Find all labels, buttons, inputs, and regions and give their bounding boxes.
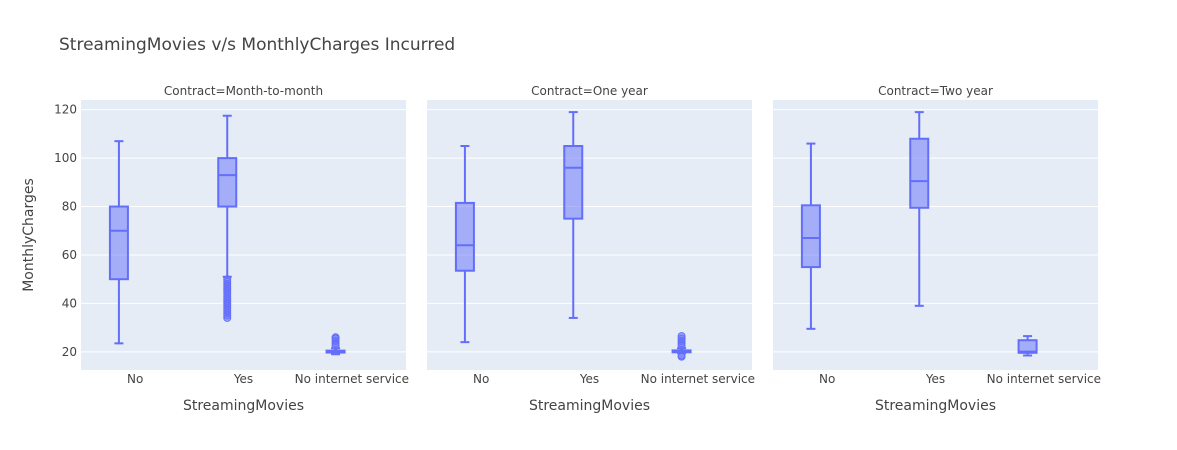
x-axis-title: StreamingMovies — [529, 398, 650, 414]
facet-title: Contract=Two year — [878, 84, 993, 98]
box-iqr — [563, 145, 584, 220]
facet-panel-1: Contract=Month-to-month 20 40 60 80 100 120 No Y… — [54, 84, 409, 414]
x-tick-label: No internet service — [641, 372, 755, 386]
plot-background — [773, 100, 1098, 370]
chart-title: StreamingMovies v/s MonthlyCharges Incur… — [59, 35, 455, 55]
y-tick-label: 60 — [62, 248, 77, 262]
x-tick-label: No — [127, 372, 143, 386]
plot-background — [81, 100, 406, 370]
outlier-point — [331, 333, 340, 342]
box-3 — [671, 332, 692, 361]
facets-group: Contract=Month-to-month 20 40 60 80 100 120 No Y… — [54, 84, 1101, 414]
outlier-point — [677, 351, 686, 360]
x-tick-label: No — [473, 372, 489, 386]
y-tick-label: 40 — [62, 296, 77, 310]
box-1 — [454, 145, 475, 344]
box-1 — [108, 140, 129, 345]
y-axis-title: MonthlyCharges — [21, 178, 37, 292]
outlier-point — [677, 332, 686, 341]
box-3 — [1017, 335, 1038, 357]
x-tick-label: No internet service — [987, 372, 1101, 386]
facet-title: Contract=Month-to-month — [164, 84, 323, 98]
box-3 — [325, 333, 346, 356]
box-2 — [217, 114, 238, 322]
facet-title: Contract=One year — [531, 84, 648, 98]
facet-panel-3: Contract=Two year No Yes No internet servic… — [773, 84, 1101, 414]
x-tick-label: No internet service — [295, 372, 409, 386]
y-tick-label: 20 — [62, 345, 77, 359]
box-iqr — [800, 204, 821, 269]
outlier-point — [223, 275, 232, 284]
y-tick-label: 100 — [54, 151, 77, 165]
x-axis-title: StreamingMovies — [875, 398, 996, 414]
y-tick-label: 80 — [62, 200, 77, 214]
box-iqr — [909, 137, 930, 209]
box-iqr — [1017, 339, 1038, 354]
box-iqr — [454, 201, 475, 272]
facet-panel-2: Contract=One year No Yes No internet servic… — [427, 84, 755, 414]
box-1 — [800, 142, 821, 330]
x-tick-label: Yes — [233, 372, 253, 386]
x-tick-label: Yes — [925, 372, 945, 386]
x-axis-title: StreamingMovies — [183, 398, 304, 414]
box-2 — [909, 111, 930, 307]
x-tick-label: No — [819, 372, 835, 386]
box-2 — [563, 111, 584, 319]
box-iqr — [217, 157, 238, 208]
box-iqr — [108, 205, 129, 281]
x-tick-label: Yes — [579, 372, 599, 386]
plot-background — [427, 100, 752, 370]
y-tick-label: 120 — [54, 103, 77, 117]
